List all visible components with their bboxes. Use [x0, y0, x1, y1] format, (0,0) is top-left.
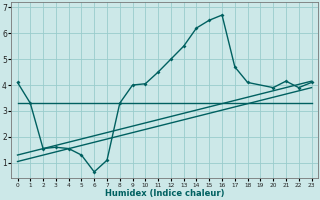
X-axis label: Humidex (Indice chaleur): Humidex (Indice chaleur)	[105, 189, 224, 198]
